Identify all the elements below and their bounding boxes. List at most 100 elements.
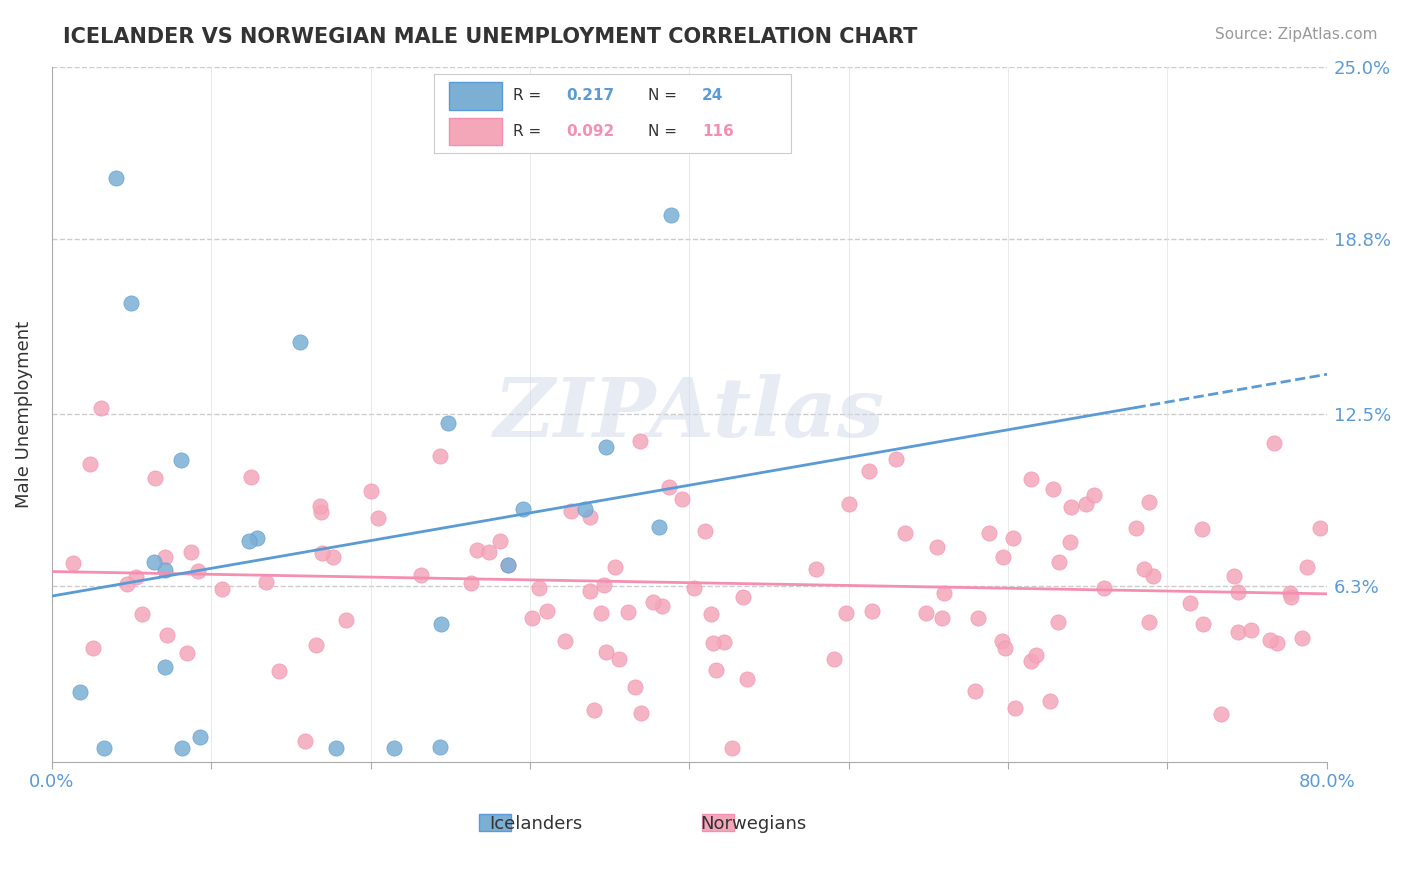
Point [1227, 624, 1250, 639]
Point [170, 740, 193, 755]
Point [1074, 497, 1097, 511]
Point [1278, 586, 1301, 600]
Point [804, 562, 827, 576]
Point [991, 634, 1014, 648]
Point [578, 510, 600, 524]
Point [238, 534, 260, 549]
Point [603, 560, 626, 574]
Point [1137, 494, 1160, 508]
Point [699, 607, 721, 621]
Point [713, 635, 735, 649]
Point [1279, 590, 1302, 604]
Point [1019, 472, 1042, 486]
Point [617, 606, 640, 620]
Point [529, 582, 551, 596]
Point [437, 416, 460, 430]
Text: Norwegians: Norwegians [700, 815, 806, 833]
Point [582, 703, 605, 717]
Point [671, 492, 693, 507]
Point [156, 627, 179, 641]
Point [305, 638, 328, 652]
Point [322, 550, 344, 565]
Point [170, 453, 193, 467]
Point [1240, 623, 1263, 637]
Point [1263, 436, 1285, 450]
Point [1142, 569, 1164, 583]
Point [267, 665, 290, 679]
Point [1178, 596, 1201, 610]
Point [82, 640, 104, 655]
Point [651, 599, 673, 614]
Point [554, 634, 576, 648]
Point [382, 740, 405, 755]
Point [176, 646, 198, 660]
Point [117, 577, 139, 591]
Point [429, 740, 451, 755]
Point [520, 611, 543, 625]
Point [1192, 617, 1215, 632]
Point [460, 576, 482, 591]
Point [1309, 521, 1331, 535]
Point [246, 531, 269, 545]
Point [702, 636, 724, 650]
Point [1047, 555, 1070, 569]
Point [366, 511, 388, 525]
Point [311, 546, 333, 560]
Point [409, 568, 432, 582]
Point [931, 611, 953, 625]
Point [658, 480, 681, 494]
Point [823, 652, 845, 666]
Point [325, 740, 347, 755]
Point [496, 558, 519, 573]
Point [104, 170, 127, 185]
Point [79, 458, 101, 472]
Point [496, 558, 519, 572]
Point [309, 499, 332, 513]
Point [93, 740, 115, 755]
Point [536, 605, 558, 619]
Point [1291, 632, 1313, 646]
Point [290, 334, 312, 349]
Point [993, 550, 1015, 565]
Point [1209, 707, 1232, 722]
Point [837, 497, 859, 511]
Point [1019, 654, 1042, 668]
Point [131, 607, 153, 622]
Point [1265, 636, 1288, 650]
Point [1042, 482, 1064, 496]
Point [69, 684, 91, 698]
Point [360, 484, 382, 499]
Point [180, 545, 202, 559]
Point [478, 544, 501, 558]
Point [254, 574, 277, 589]
Point [187, 564, 209, 578]
Point [963, 684, 986, 698]
Point [489, 533, 512, 548]
Point [683, 581, 706, 595]
Point [628, 434, 651, 448]
Point [659, 208, 682, 222]
Point [704, 663, 727, 677]
Point [1083, 488, 1105, 502]
Point [733, 591, 755, 605]
Point [735, 672, 758, 686]
Point [574, 502, 596, 516]
Point [925, 541, 948, 555]
Point [592, 578, 614, 592]
Point [1060, 500, 1083, 514]
Point [1059, 535, 1081, 549]
Point [579, 584, 602, 599]
Point [124, 570, 146, 584]
Point [595, 645, 617, 659]
Point [1046, 615, 1069, 629]
Point [240, 470, 263, 484]
Point [188, 731, 211, 745]
Point [835, 607, 858, 621]
Point [979, 526, 1001, 541]
Text: ZIPAtlas: ZIPAtlas [494, 374, 884, 454]
Point [932, 586, 955, 600]
Point [1296, 560, 1319, 574]
Point [595, 441, 617, 455]
Y-axis label: Male Unemployment: Male Unemployment [15, 320, 32, 508]
Point [894, 525, 917, 540]
